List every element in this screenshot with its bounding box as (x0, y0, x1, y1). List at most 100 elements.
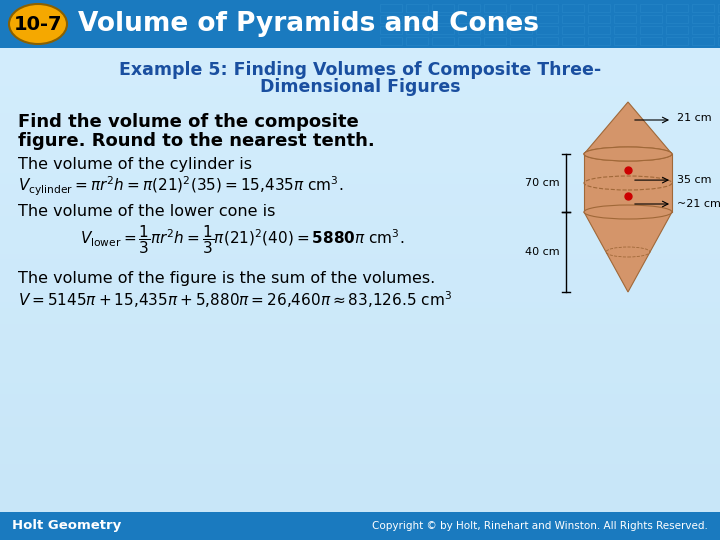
Bar (458, 26, 480, 34)
Bar (0, 124, 720, 130)
Bar (0, 81, 720, 86)
Bar (0, 157, 720, 162)
Text: figure. Round to the nearest tenth.: figure. Round to the nearest tenth. (18, 132, 374, 150)
Bar (0, 43, 720, 49)
Bar (0, 16, 720, 22)
Text: ~21 cm: ~21 cm (677, 199, 720, 209)
Text: Volume of Pyramids and Cones: Volume of Pyramids and Cones (78, 11, 539, 37)
Ellipse shape (584, 147, 672, 161)
Bar (588, 37, 610, 45)
Bar (0, 11, 720, 16)
Polygon shape (584, 102, 672, 154)
Bar (0, 103, 720, 108)
Bar (614, 26, 636, 34)
Bar (0, 221, 720, 227)
Bar (0, 238, 720, 243)
Bar (0, 481, 720, 486)
Bar (380, 4, 402, 12)
Bar (0, 38, 720, 43)
Ellipse shape (584, 205, 672, 219)
Bar (0, 508, 720, 513)
Bar (0, 421, 720, 427)
Text: Find the volume of the composite: Find the volume of the composite (18, 113, 359, 131)
Bar (510, 26, 532, 34)
Bar (0, 5, 720, 11)
Bar (0, 297, 720, 302)
Bar (0, 173, 720, 178)
Bar (0, 319, 720, 324)
Bar (0, 49, 720, 54)
Bar (0, 292, 720, 297)
Bar (666, 26, 688, 34)
Bar (0, 437, 720, 443)
Bar (0, 248, 720, 254)
Bar (0, 416, 720, 421)
Bar (0, 54, 720, 59)
Bar (0, 524, 720, 529)
Text: The volume of the figure is the sum of the volumes.: The volume of the figure is the sum of t… (18, 271, 436, 286)
Bar (432, 4, 454, 12)
Bar (0, 216, 720, 221)
Bar (0, 270, 720, 275)
Text: Holt Geometry: Holt Geometry (12, 519, 121, 532)
Bar (614, 37, 636, 45)
Bar (0, 70, 720, 76)
Bar (458, 15, 480, 23)
Bar (0, 512, 720, 540)
Bar (0, 184, 720, 189)
Bar (0, 97, 720, 103)
Bar (0, 205, 720, 211)
Bar (0, 475, 720, 481)
Bar (0, 373, 720, 378)
Bar (562, 4, 584, 12)
Bar (432, 26, 454, 34)
Bar (510, 4, 532, 12)
Bar (692, 15, 714, 23)
Bar (692, 37, 714, 45)
Bar (0, 178, 720, 184)
Bar (0, 351, 720, 356)
Bar (0, 227, 720, 232)
Bar (0, 383, 720, 389)
Bar (0, 324, 720, 329)
Bar (0, 459, 720, 464)
Bar (380, 15, 402, 23)
Bar (536, 4, 558, 12)
Bar (718, 26, 720, 34)
Bar (0, 362, 720, 367)
Polygon shape (584, 212, 672, 292)
Bar (380, 37, 402, 45)
Bar (0, 92, 720, 97)
Bar (0, 356, 720, 362)
Text: Example 5: Finding Volumes of Composite Three-: Example 5: Finding Volumes of Composite … (119, 61, 601, 79)
Bar (0, 448, 720, 454)
Bar (0, 167, 720, 173)
Bar (0, 281, 720, 286)
Bar (0, 22, 720, 27)
Bar (718, 15, 720, 23)
Bar (0, 405, 720, 410)
Bar (0, 389, 720, 394)
Bar (0, 308, 720, 313)
Bar (0, 86, 720, 92)
Text: The volume of the lower cone is: The volume of the lower cone is (18, 205, 275, 219)
Bar (614, 15, 636, 23)
Bar (666, 15, 688, 23)
Bar (484, 37, 506, 45)
Bar (0, 464, 720, 470)
Ellipse shape (9, 4, 67, 44)
Bar (0, 518, 720, 524)
Bar (584, 154, 672, 212)
Bar (484, 15, 506, 23)
Bar (0, 313, 720, 319)
Bar (406, 26, 428, 34)
Bar (0, 0, 720, 5)
Text: $V = 5145\pi + 15{,}435\pi + 5{,}880\pi = 26{,}460\pi \approx 83{,}126.5\ \mathr: $V = 5145\pi + 15{,}435\pi + 5{,}880\pi … (18, 289, 452, 310)
Bar (458, 37, 480, 45)
Bar (640, 37, 662, 45)
Bar (0, 432, 720, 437)
Bar (0, 200, 720, 205)
Bar (0, 410, 720, 416)
Text: $V_{\mathrm{cylinder}} = \pi r^2 h = \pi(21)^2(35){=}15{,}435\pi\ \mathrm{cm}^3.: $V_{\mathrm{cylinder}} = \pi r^2 h = \pi… (18, 174, 343, 198)
Bar (406, 37, 428, 45)
